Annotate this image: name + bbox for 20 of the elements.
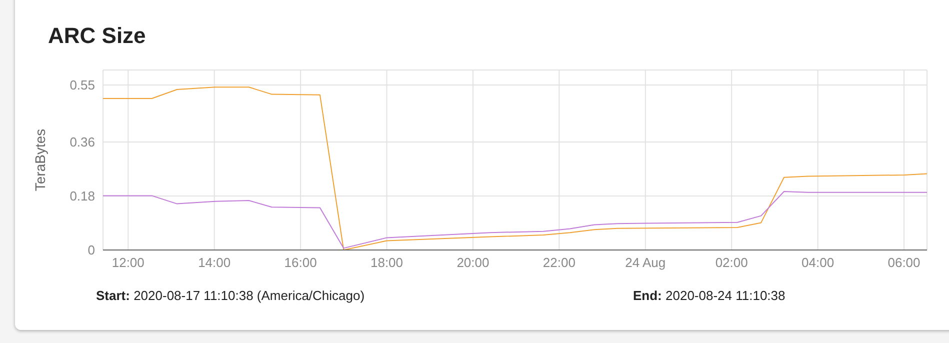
text: End: 2020-08-24 11:10:38	[633, 288, 786, 303]
x-tick-label: 24 Aug	[625, 255, 666, 270]
x-tick-label: 18:00	[370, 255, 404, 270]
y-tick-label: 0.18	[70, 188, 95, 204]
y-tick-label: 0.36	[70, 134, 95, 150]
x-tick-label: 12:00	[112, 255, 144, 270]
y-axis-title: TeraBytes	[32, 128, 48, 192]
line-series	[103, 191, 927, 249]
x-tick-label: 04:00	[802, 255, 834, 270]
line-series	[103, 86, 927, 250]
y-tick-label: 0	[88, 242, 95, 258]
y-tick-label: 0.55	[70, 78, 95, 93]
text: Start: 2020-08-17 11:10:38 (America/Chicago)	[96, 288, 365, 303]
x-tick-label: 06:00	[888, 255, 920, 270]
x-tick-label: 16:00	[284, 255, 317, 270]
x-tick-label: 20:00	[456, 255, 490, 270]
x-tick-label: 14:00	[198, 255, 231, 270]
chart-title: ARC Size	[48, 23, 146, 49]
x-tick-label: 02:00	[715, 255, 748, 270]
x-tick-label: 22:00	[542, 255, 576, 270]
